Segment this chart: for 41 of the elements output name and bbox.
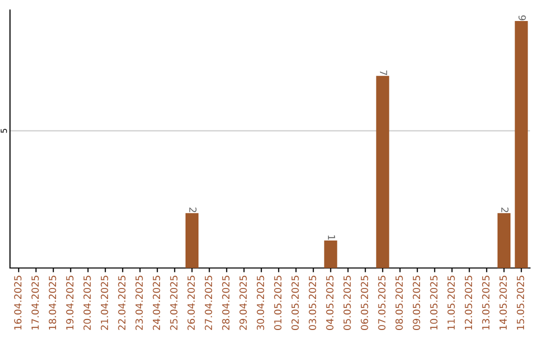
bar — [514, 20, 528, 268]
x-tick-label: 05.05.2025 — [343, 276, 351, 330]
bar — [324, 240, 338, 268]
x-tick-label: 17.04.2025 — [31, 276, 39, 330]
x-tick-label: 07.05.2025 — [378, 276, 386, 330]
x-tick-label: 19.04.2025 — [66, 276, 74, 330]
x-tick-label: 27.04.2025 — [204, 276, 212, 330]
bar — [186, 213, 198, 268]
data-label: 2 — [501, 208, 509, 212]
x-tick-label: 01.05.2025 — [274, 276, 282, 330]
x-tick-label: 08.05.2025 — [395, 276, 403, 330]
x-tick-label: 11.05.2025 — [447, 276, 455, 330]
x-tick-label: 22.04.2025 — [118, 276, 126, 330]
x-tick-label: 30.04.2025 — [256, 276, 264, 330]
x-tick-label: 16.04.2025 — [14, 276, 22, 330]
x-tick-label: 12.05.2025 — [464, 276, 472, 330]
x-tick-label: 20.04.2025 — [83, 276, 91, 330]
x-tick-label: 24.04.2025 — [152, 276, 160, 330]
x-tick-label: 03.05.2025 — [308, 276, 316, 330]
data-label: 2 — [189, 208, 197, 212]
x-tick-label: 29.04.2025 — [239, 276, 247, 330]
x-tick-label: 02.05.2025 — [291, 276, 299, 330]
x-tick-label: 14.05.2025 — [499, 276, 507, 330]
y-tick-label: 5 — [0, 128, 7, 133]
x-tick-label: 09.05.2025 — [412, 276, 420, 330]
x-tick-label: 21.04.2025 — [100, 276, 108, 330]
x-tick-label: 18.04.2025 — [48, 276, 56, 330]
data-label: 7 — [380, 70, 388, 76]
bar — [376, 76, 390, 268]
data-label: 1 — [328, 235, 336, 240]
x-tick-label: 26.04.2025 — [187, 276, 195, 330]
x-tick-label: 28.04.2025 — [222, 276, 230, 330]
x-tick-label: 15.05.2025 — [516, 276, 524, 330]
x-tick-label: 23.04.2025 — [135, 276, 143, 330]
x-tick-label: 13.05.2025 — [482, 276, 490, 330]
x-tick-label: 06.05.2025 — [360, 276, 368, 330]
x-tick-label: 25.04.2025 — [170, 276, 178, 330]
x-tick-label: 04.05.2025 — [326, 276, 334, 330]
bar — [498, 213, 510, 268]
x-tick-label: 10.05.2025 — [430, 276, 438, 330]
data-label: 9 — [518, 15, 526, 20]
